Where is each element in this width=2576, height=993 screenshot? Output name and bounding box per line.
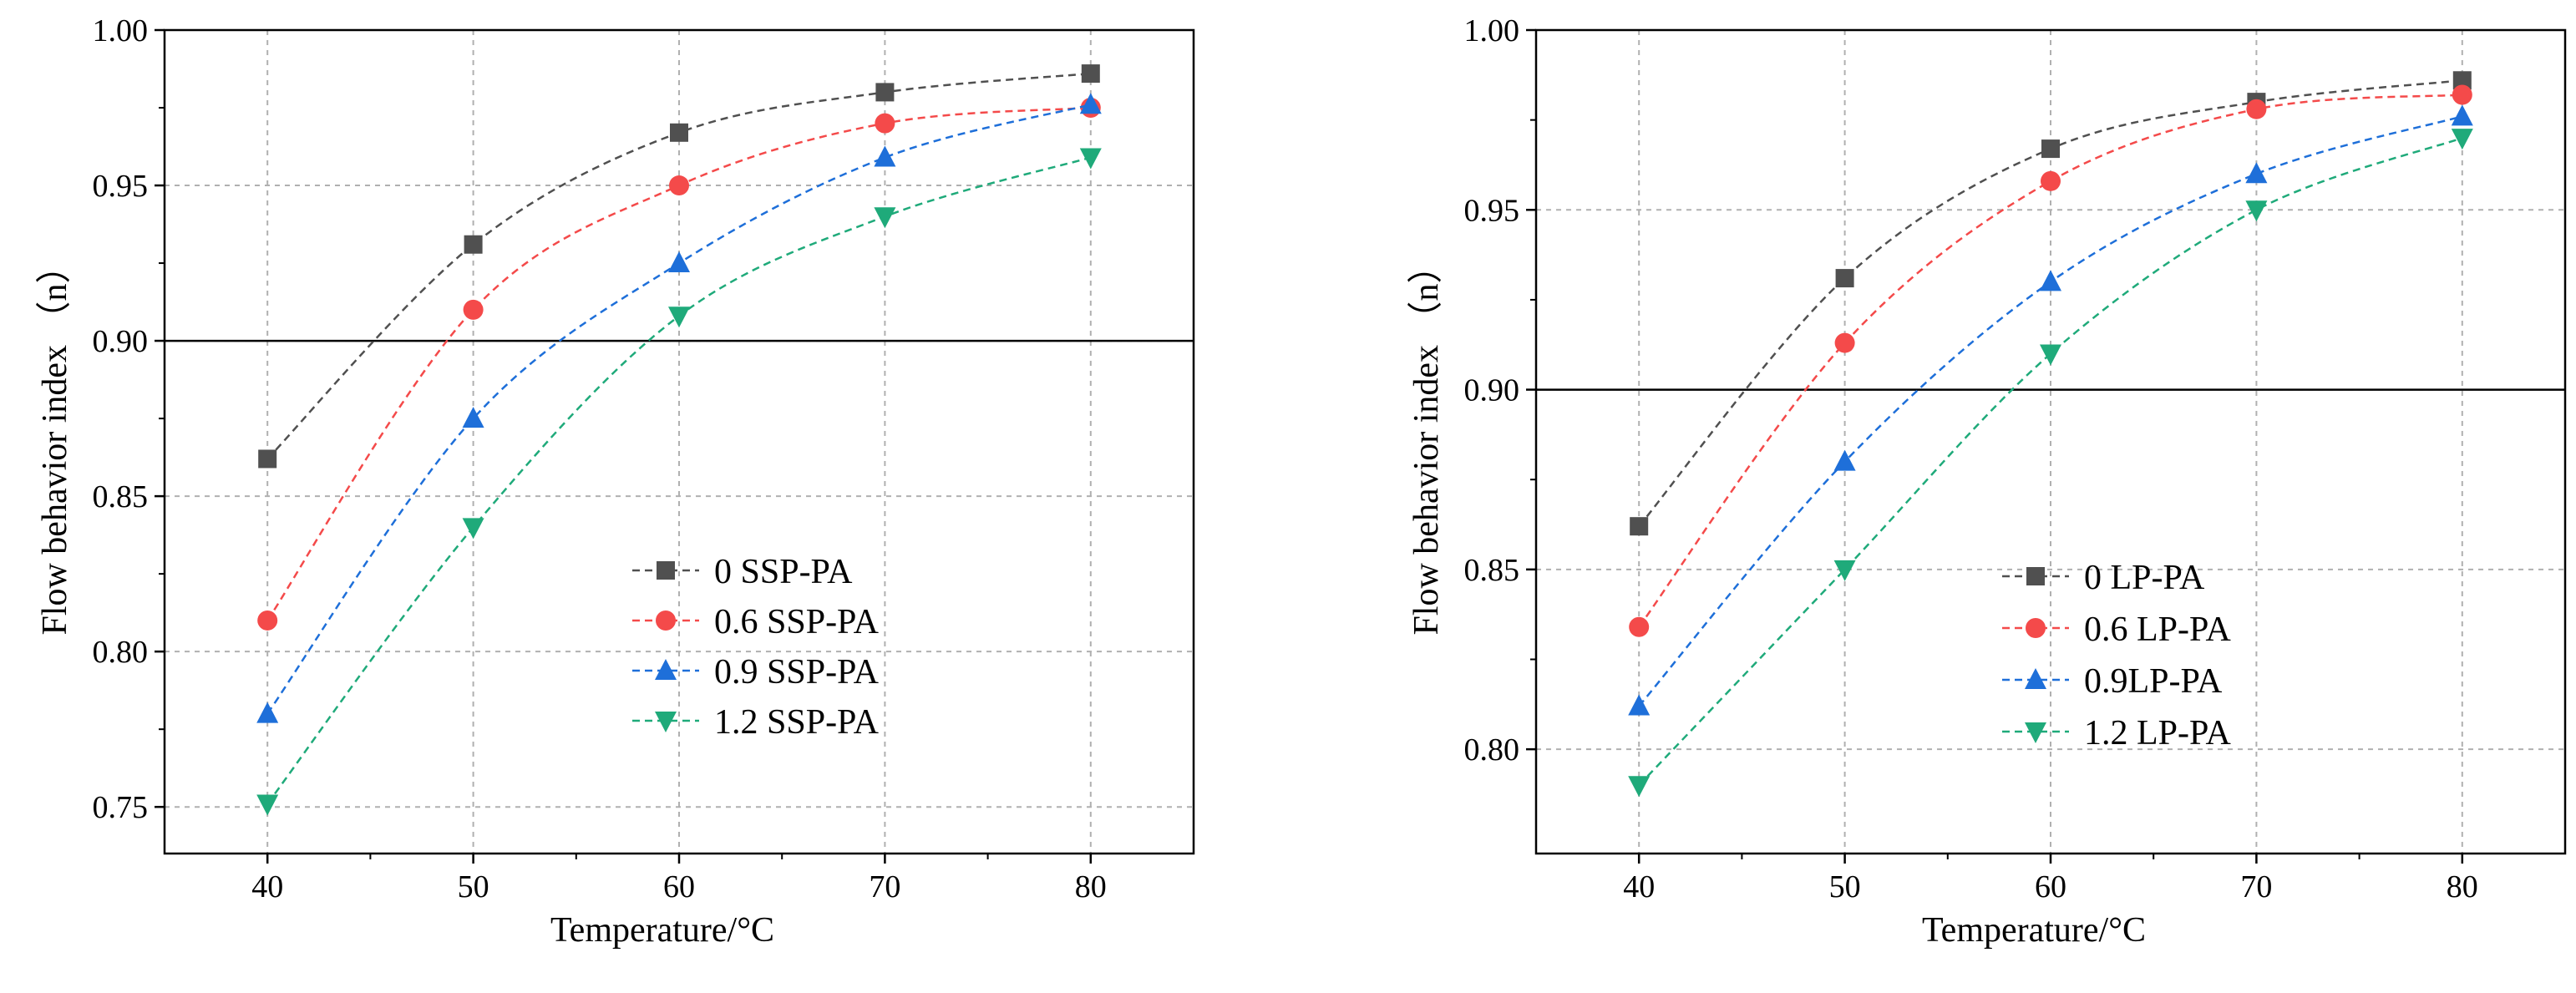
- left-point-0-9-ssp-pa-50: [462, 407, 484, 428]
- left-gridlines: [165, 29, 1194, 854]
- right-point-1-2-lp-pa-80: [2451, 129, 2473, 150]
- right-xtick-label-80: 80: [2447, 869, 2478, 904]
- right-xtick-label-70: 70: [2240, 869, 2272, 904]
- left-ytick-label-0-95: 0.95: [93, 169, 149, 204]
- left-legend-label-0-ssp-pa: 0 SSP-PA: [714, 553, 853, 591]
- left-legend-marker-0-ssp-pa: [657, 561, 675, 580]
- right-point-0-9lp-pa-80: [2451, 104, 2473, 126]
- left-series-line-0-9-ssp-pa: [266, 104, 1092, 715]
- left-point-0-6-ssp-pa-70: [875, 113, 895, 134]
- left-point-0-6-ssp-pa-60: [669, 175, 689, 196]
- left-series-line-0-6-ssp-pa: [266, 106, 1091, 621]
- left-point-1-2-ssp-pa-50: [462, 518, 484, 540]
- right-point-0-6-lp-pa-50: [1834, 332, 1855, 353]
- right-xtick-label-60: 60: [2035, 869, 2066, 904]
- right-point-0-lp-pa-60: [2041, 139, 2060, 159]
- left-point-0-ssp-pa-60: [670, 123, 688, 142]
- left-legend: 0 SSP-PA 0.6 SSP-PA 0.9 SSP-PA 1.2 SSP-PA: [632, 553, 880, 742]
- right-legend-marker-0-6-lp-pa: [2026, 618, 2046, 638]
- left-xtick-label-80: 80: [1075, 869, 1107, 904]
- right-series-1-2-lp-pa: [1628, 129, 2473, 798]
- right-ytick-label-0-85: 0.85: [1464, 553, 1520, 588]
- right-legend-label-1-2-lp-pa: 1.2 LP-PA: [2084, 714, 2232, 752]
- left-point-0-ssp-pa-40: [258, 449, 277, 469]
- right-ytick-label-0-90: 0.90: [1464, 373, 1520, 408]
- right-point-1-2-lp-pa-60: [2040, 344, 2061, 366]
- right-legend-label-0-lp-pa: 0 LP-PA: [2084, 559, 2205, 597]
- right-y-axis-title: Flow behavior index （n）: [1407, 248, 1446, 635]
- chart-left: 40 50 60 70 80 0.75 0.80 0.85 0.90 0.95 1.00 Temper…: [36, 13, 1195, 950]
- left-series-line-1-2-ssp-pa: [266, 156, 1092, 805]
- left-legend-marker-0-6-ssp-pa: [656, 610, 676, 631]
- right-series-0-9lp-pa: [1628, 104, 2473, 716]
- left-point-1-2-ssp-pa-40: [256, 794, 279, 816]
- right-series-0-6-lp-pa: [1629, 84, 2472, 637]
- right-x-axis-title: Temperature/°C: [1922, 911, 2146, 950]
- right-point-1-2-lp-pa-70: [2245, 200, 2268, 222]
- right-series-line-1-2-lp-pa: [1638, 136, 2463, 787]
- right-xtick-label-40: 40: [1623, 869, 1655, 904]
- right-legend-marker-0-lp-pa: [2026, 567, 2045, 585]
- right-point-0-6-lp-pa-70: [2246, 99, 2267, 119]
- left-point-0-9-ssp-pa-70: [874, 145, 896, 167]
- left-point-1-2-ssp-pa-70: [874, 207, 896, 229]
- chart-right: 40 50 60 70 80 0.80 0.85 0.90 0.95 1.00 Temperatur…: [1407, 13, 2567, 950]
- right-point-1-2-lp-pa-50: [1833, 560, 1856, 581]
- right-point-0-6-lp-pa-40: [1629, 616, 1650, 637]
- right-ytick-label-0-80: 0.80: [1464, 732, 1520, 768]
- left-ytick-label-1-00: 1.00: [93, 13, 149, 48]
- left-point-0-9-ssp-pa-60: [668, 251, 690, 273]
- right-legend-label-0-6-lp-pa: 0.6 LP-PA: [2084, 610, 2232, 649]
- left-legend-label-0-6-ssp-pa: 0.6 SSP-PA: [714, 603, 880, 641]
- left-legend-marker-0-9-ssp-pa: [655, 659, 677, 680]
- left-point-0-ssp-pa-50: [464, 235, 483, 254]
- left-point-0-9-ssp-pa-80: [1079, 93, 1102, 114]
- left-point-1-2-ssp-pa-80: [1079, 148, 1102, 170]
- left-ytick-label-0-90: 0.90: [93, 324, 149, 359]
- right-ytick-label-0-95: 0.95: [1464, 193, 1520, 228]
- left-legend-label-1-2-ssp-pa: 1.2 SSP-PA: [714, 703, 880, 742]
- left-ytick-label-0-75: 0.75: [93, 790, 149, 825]
- right-legend-marker-1-2-lp-pa: [2025, 722, 2046, 743]
- left-legend-marker-1-2-ssp-pa: [655, 712, 677, 732]
- right-point-0-lp-pa-50: [1835, 269, 1854, 288]
- right-xtick-label-50: 50: [1829, 869, 1861, 904]
- right-legend: 0 LP-PA 0.6 LP-PA 0.9LP-PA 1.2 LP-PA: [2002, 559, 2232, 752]
- left-xtick-label-70: 70: [869, 869, 900, 904]
- left-legend-label-0-9-ssp-pa: 0.9 SSP-PA: [714, 653, 880, 692]
- left-ytick-label-0-80: 0.80: [93, 635, 149, 670]
- right-point-0-9lp-pa-50: [1833, 449, 1856, 471]
- left-x-axis-title: Temperature/°C: [550, 911, 774, 950]
- right-point-0-9lp-pa-60: [2040, 270, 2061, 291]
- left-point-0-ssp-pa-80: [1081, 64, 1100, 84]
- left-point-0-9-ssp-pa-40: [256, 702, 279, 723]
- right-point-0-9lp-pa-70: [2245, 162, 2268, 184]
- left-series-1-2-ssp-pa: [256, 148, 1102, 816]
- right-point-1-2-lp-pa-40: [1628, 776, 1651, 798]
- left-xtick-label-50: 50: [458, 869, 489, 904]
- left-series-0-ssp-pa: [258, 64, 1100, 469]
- right-series-0-lp-pa: [1630, 71, 2472, 536]
- right-series-line-0-lp-pa: [1638, 79, 2462, 527]
- right-series-line-0-9lp-pa: [1638, 115, 2463, 707]
- left-xtick-label-40: 40: [251, 869, 283, 904]
- left-series-line-0-ssp-pa: [266, 72, 1091, 460]
- left-series-0-9-ssp-pa: [256, 93, 1102, 723]
- left-point-1-2-ssp-pa-60: [668, 307, 690, 328]
- right-legend-marker-0-9lp-pa: [2025, 668, 2046, 689]
- right-legend-label-0-9lp-pa: 0.9LP-PA: [2084, 662, 2223, 701]
- left-ytick-label-0-85: 0.85: [93, 479, 149, 514]
- left-point-0-6-ssp-pa-40: [257, 610, 278, 631]
- left-xtick-label-60: 60: [663, 869, 695, 904]
- right-point-0-6-lp-pa-60: [2041, 170, 2061, 191]
- right-point-0-lp-pa-80: [2452, 71, 2472, 90]
- right-point-0-lp-pa-40: [1630, 517, 1649, 536]
- right-point-0-9lp-pa-40: [1628, 694, 1651, 716]
- right-point-0-6-lp-pa-80: [2452, 84, 2472, 105]
- right-ytick-label-1-00: 1.00: [1464, 13, 1520, 48]
- left-y-axis-title: Flow behavior index （n）: [36, 248, 74, 635]
- left-point-0-ssp-pa-70: [875, 83, 895, 102]
- left-point-0-6-ssp-pa-50: [463, 299, 484, 320]
